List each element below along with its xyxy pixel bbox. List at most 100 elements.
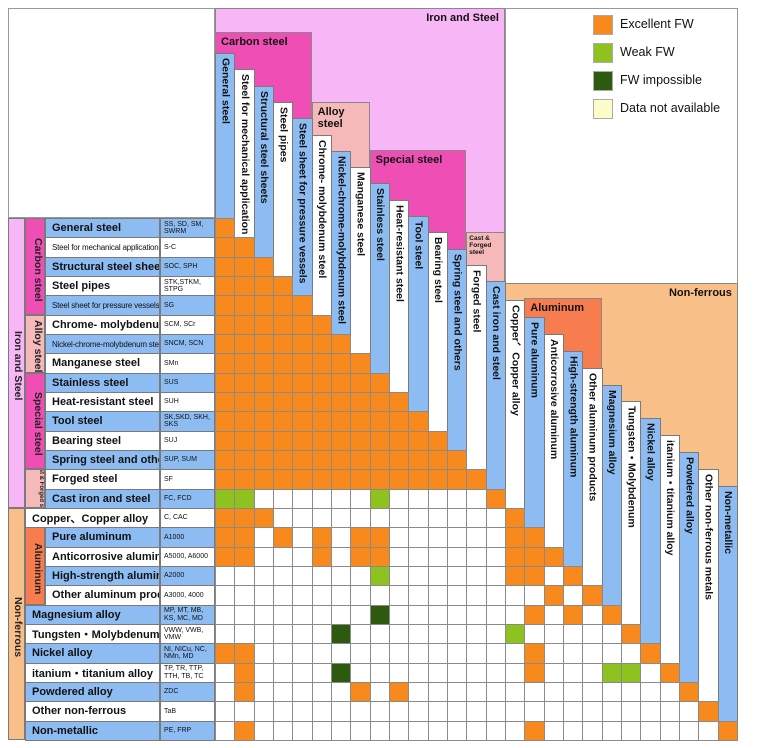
cell-blank bbox=[524, 585, 545, 606]
cell-excellent bbox=[330, 333, 352, 355]
cell-blank bbox=[253, 527, 274, 548]
row-label: Spring steel and others bbox=[45, 449, 160, 471]
cell-blank bbox=[408, 507, 429, 529]
cell-excellent bbox=[292, 469, 313, 490]
cell-excellent bbox=[524, 546, 545, 567]
cell-blank bbox=[234, 623, 255, 645]
cell-blank bbox=[485, 643, 506, 664]
cell-excellent bbox=[446, 469, 468, 490]
cell-excellent bbox=[311, 449, 332, 471]
cell-excellent bbox=[388, 430, 410, 451]
cell-excellent bbox=[215, 449, 236, 471]
cell-excellent bbox=[311, 353, 332, 374]
cell-blank bbox=[292, 662, 313, 683]
cell-excellent bbox=[234, 449, 255, 471]
cell-blank bbox=[215, 623, 236, 645]
cell-blank bbox=[215, 585, 236, 606]
cell-blank bbox=[427, 720, 448, 741]
cell-blank bbox=[582, 604, 603, 625]
row-label: Nickel-chrome-molybdenum steel bbox=[45, 333, 160, 355]
cell-excellent bbox=[330, 372, 352, 393]
cell-blank bbox=[330, 585, 352, 606]
cell-excellent bbox=[253, 256, 274, 277]
cell-blank bbox=[292, 623, 313, 645]
cell-blank bbox=[292, 507, 313, 529]
cell-blank bbox=[388, 527, 410, 548]
cell-blank bbox=[369, 507, 390, 529]
cell-excellent bbox=[330, 353, 352, 374]
cell-blank bbox=[504, 585, 526, 606]
cell-excellent bbox=[524, 565, 545, 587]
cell-blank bbox=[640, 701, 661, 722]
cell-excellent bbox=[562, 604, 584, 625]
cell-excellent bbox=[350, 353, 371, 374]
cell-excellent bbox=[234, 411, 255, 432]
cell-excellent bbox=[215, 391, 236, 413]
cell-blank bbox=[427, 681, 448, 703]
cell-excellent bbox=[253, 411, 274, 432]
cell-excellent bbox=[369, 546, 390, 567]
cell-blank bbox=[427, 623, 448, 645]
cell-excellent bbox=[485, 488, 506, 509]
cell-blank bbox=[330, 488, 352, 509]
cell-blank bbox=[601, 623, 622, 645]
row-code: SMn bbox=[160, 353, 215, 374]
cell-blank bbox=[272, 585, 294, 606]
cell-excellent bbox=[234, 662, 255, 683]
row-label: Stainless steel bbox=[45, 372, 160, 393]
cell-blank bbox=[504, 662, 526, 683]
cell-excellent bbox=[234, 372, 255, 393]
cell-blank bbox=[272, 507, 294, 529]
cell-blank bbox=[350, 488, 371, 509]
cell-blank bbox=[330, 565, 352, 587]
cell-excellent bbox=[408, 469, 429, 490]
cell-excellent bbox=[350, 391, 371, 413]
cell-blank bbox=[446, 720, 468, 741]
cell-blank bbox=[369, 585, 390, 606]
cell-blank bbox=[272, 488, 294, 509]
cell-excellent bbox=[408, 449, 429, 471]
cell-blank bbox=[620, 720, 642, 741]
column-header: Tool steel bbox=[408, 216, 429, 413]
cell-excellent bbox=[369, 469, 390, 490]
cell-excellent bbox=[408, 411, 429, 432]
cell-blank bbox=[311, 507, 332, 529]
cell-excellent bbox=[234, 256, 255, 277]
cell-blank bbox=[582, 662, 603, 683]
row-group-iron-and-steel: Iron and Steel bbox=[8, 218, 25, 508]
cell-blank bbox=[408, 662, 429, 683]
cell-blank bbox=[253, 488, 274, 509]
cell-blank bbox=[466, 643, 487, 664]
column-header: Pure aluminum bbox=[524, 316, 545, 529]
cell-excellent bbox=[717, 720, 738, 741]
cell-blank bbox=[253, 604, 274, 625]
cell-excellent bbox=[350, 430, 371, 451]
cell-excellent bbox=[524, 720, 545, 741]
cell-excellent bbox=[272, 469, 294, 490]
row-code: SF bbox=[160, 469, 215, 490]
cell-blank bbox=[388, 565, 410, 587]
cell-blank bbox=[446, 604, 468, 625]
cell-impossible bbox=[330, 662, 352, 683]
cell-blank bbox=[311, 623, 332, 645]
cell-blank bbox=[215, 720, 236, 741]
cell-excellent bbox=[388, 681, 410, 703]
cell-blank bbox=[408, 546, 429, 567]
cell-blank bbox=[388, 662, 410, 683]
cell-blank bbox=[408, 643, 429, 664]
cell-blank bbox=[330, 681, 352, 703]
cell-blank bbox=[311, 701, 332, 722]
cell-blank bbox=[350, 585, 371, 606]
cell-blank bbox=[427, 527, 448, 548]
row-code: SS, SD, SM, SWRM bbox=[160, 218, 215, 239]
cell-excellent bbox=[272, 314, 294, 335]
cell-excellent bbox=[234, 333, 255, 355]
cell-excellent bbox=[253, 353, 274, 374]
row-label: Pure aluminum bbox=[45, 527, 160, 548]
cell-excellent bbox=[369, 411, 390, 432]
cell-blank bbox=[311, 604, 332, 625]
legend-label-impossible: FW impossible bbox=[620, 73, 702, 87]
cell-excellent bbox=[369, 527, 390, 548]
cell-excellent bbox=[311, 546, 332, 567]
cell-excellent bbox=[234, 643, 255, 664]
